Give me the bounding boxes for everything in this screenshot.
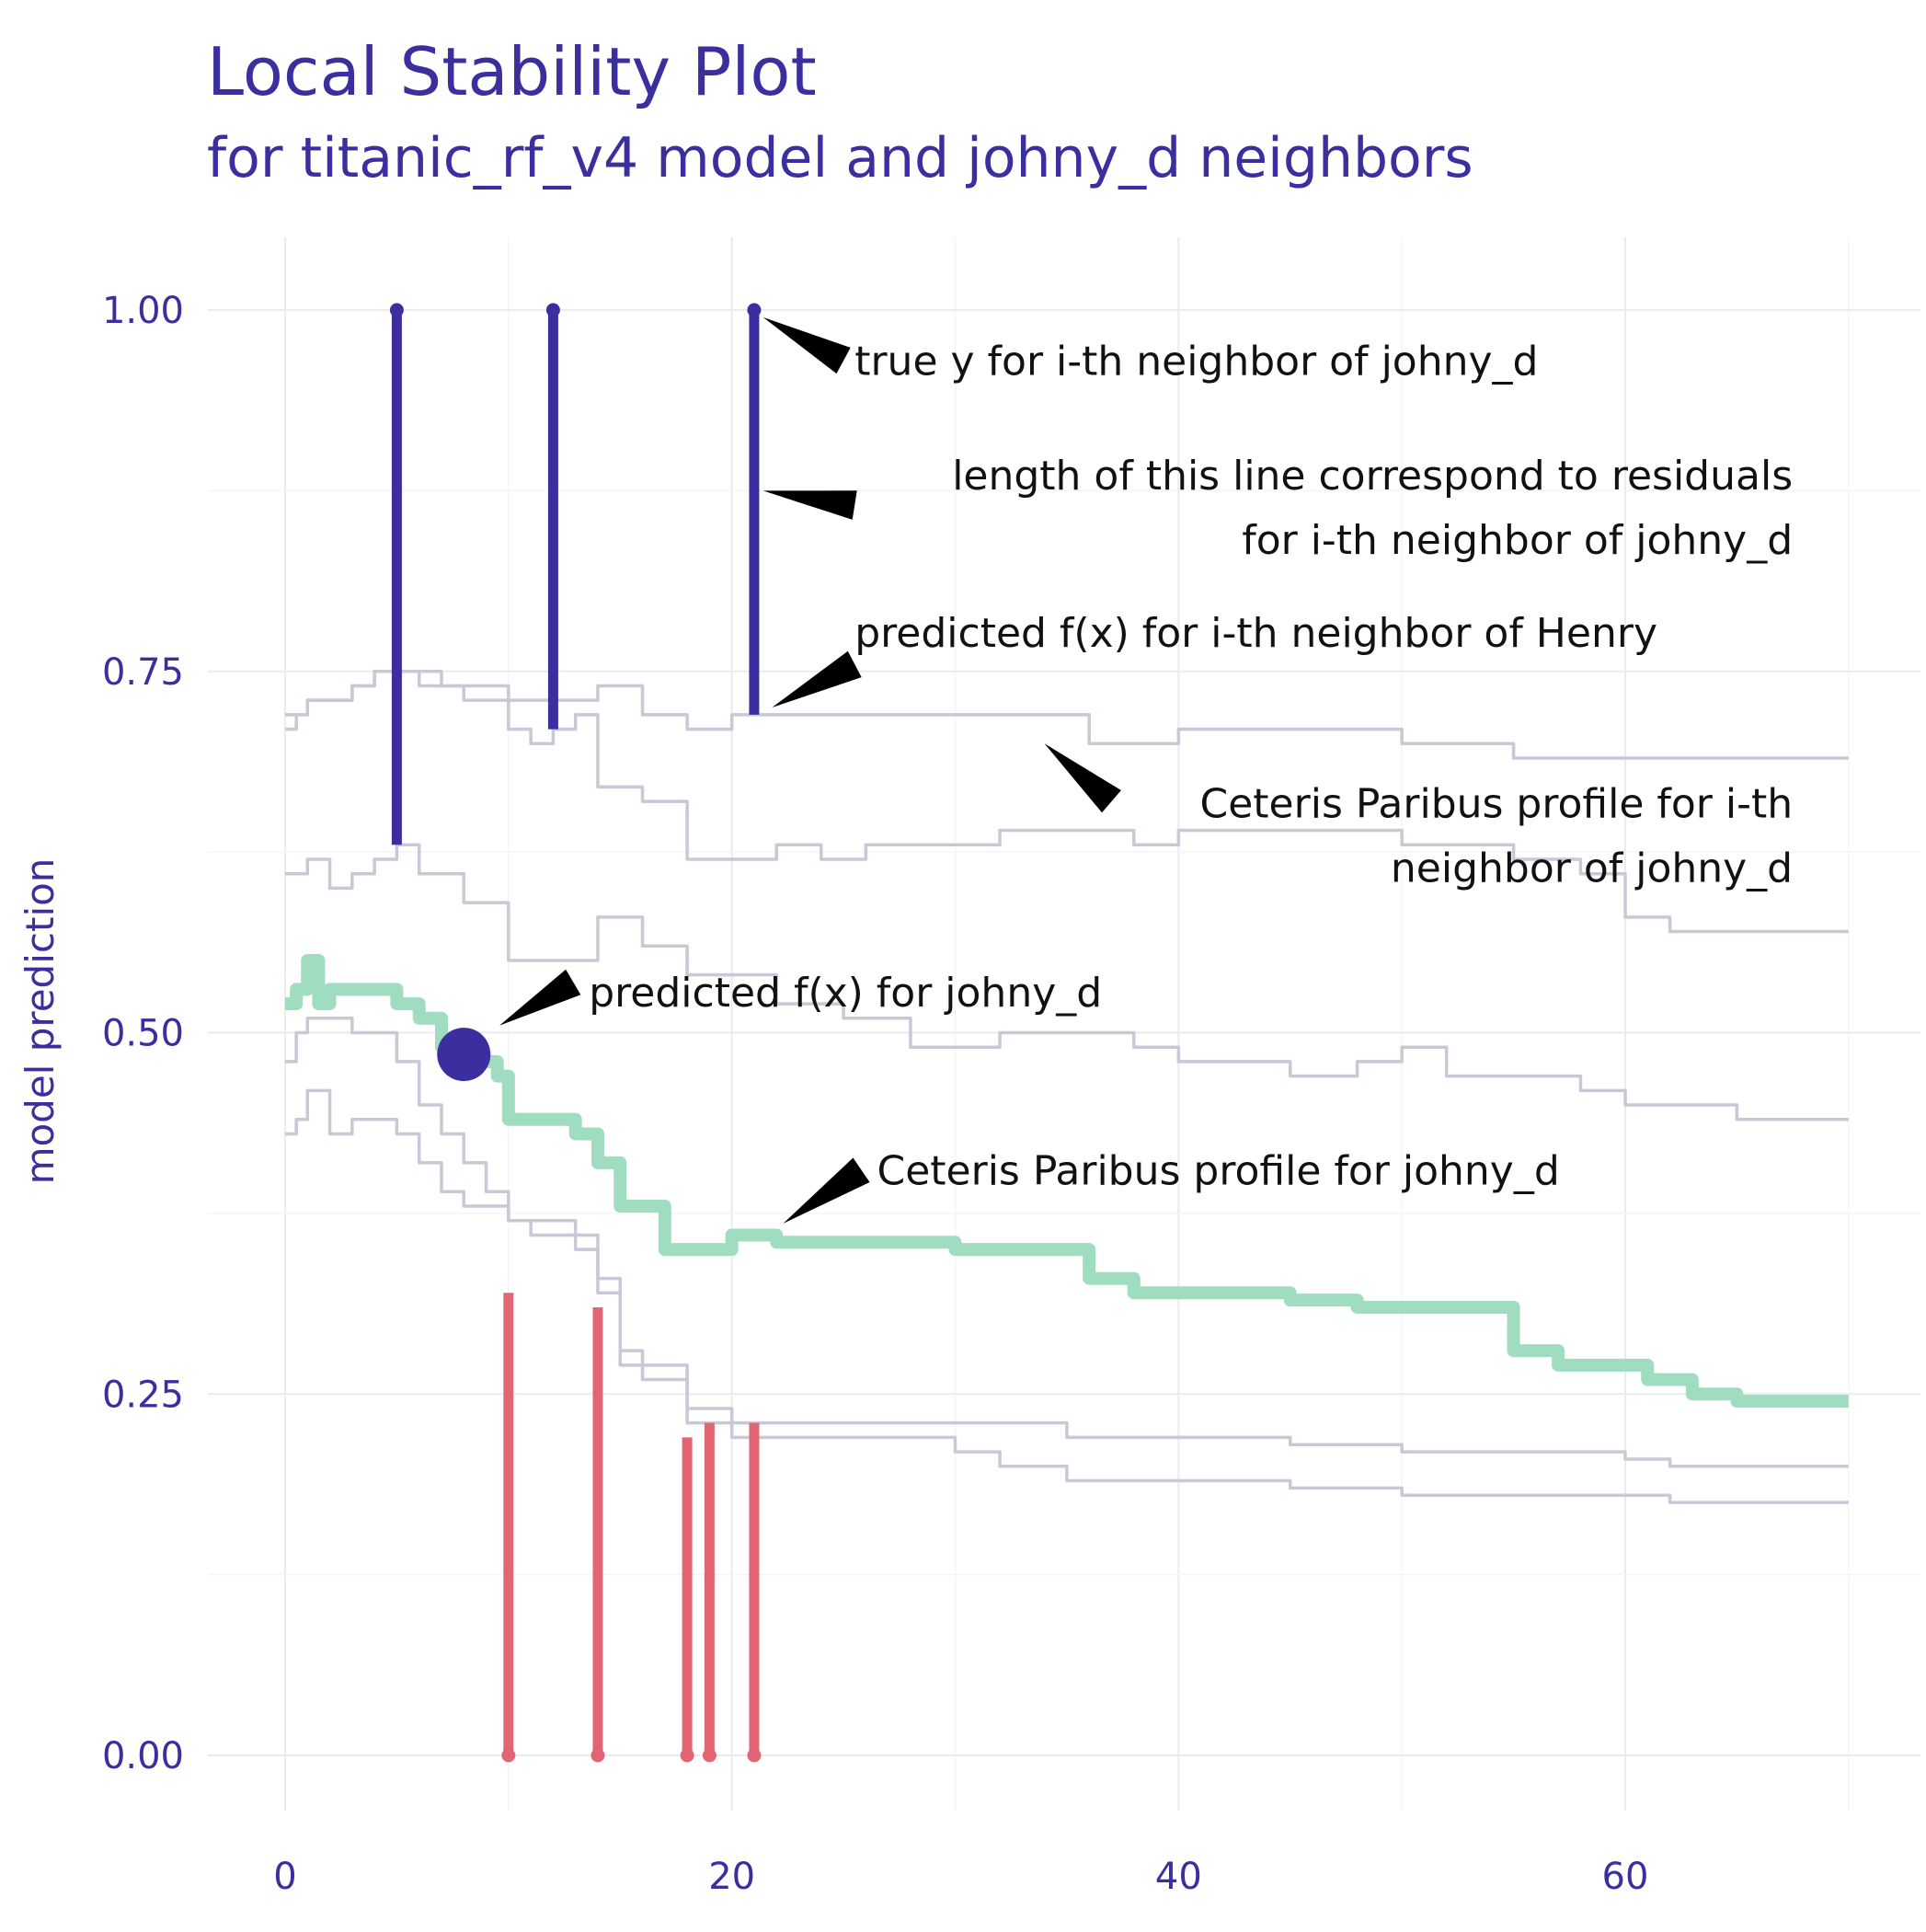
- true-y-point: [545, 303, 560, 317]
- annotation-arrow: [762, 490, 857, 520]
- annotation-line: for i-th neighbor of johny_d: [1242, 517, 1793, 564]
- true-y-point: [680, 1748, 694, 1763]
- observation-group: [437, 1028, 491, 1082]
- y-tick-label: 0.75: [102, 651, 184, 694]
- neighbor-profile-line: [285, 1017, 1849, 1468]
- chart-title: Local Stability Plot: [207, 33, 817, 110]
- true-y-point: [501, 1748, 516, 1763]
- observation-point: [437, 1028, 491, 1082]
- neighbor-profile-line: [285, 670, 1849, 760]
- true-y-point: [702, 1748, 717, 1763]
- x-tick-label: 40: [1155, 1856, 1202, 1898]
- y-tick-label: 0.25: [102, 1374, 184, 1416]
- annotation-arrow: [762, 316, 851, 374]
- y-axis-ticks: 0.00 0.25 0.50 0.75 1.00: [102, 290, 184, 1777]
- annotation-true-y: true y for i-th neighbor of johny_d: [854, 339, 1538, 385]
- annotation-arrow: [1044, 743, 1121, 813]
- y-tick-label: 1.00: [102, 290, 184, 332]
- annotation-cp-johny: Ceteris Paribus profile for johny_d: [877, 1147, 1560, 1194]
- annotation-predicted-neighbor: predicted f(x) for i-th neighbor of Henr…: [854, 610, 1657, 657]
- neighbor-profiles: [285, 670, 1849, 1504]
- annotation-line: true y for i-th neighbor of johny_d: [854, 339, 1538, 385]
- y-tick-label: 0.00: [102, 1735, 184, 1777]
- y-tick-label: 0.50: [102, 1013, 184, 1055]
- neighbor-profile-line: [285, 1088, 1849, 1504]
- true-y-point: [389, 303, 404, 317]
- main-profile-group: [285, 953, 1849, 1409]
- annotation-line: predicted f(x) for johny_d: [589, 970, 1102, 1017]
- true-y-point: [747, 1748, 762, 1763]
- annotation-line: Ceteris Paribus profile for i-th: [1200, 780, 1794, 827]
- annotation-residual-length: length of this line correspond to residu…: [952, 453, 1793, 564]
- annotation-predicted-johny: predicted f(x) for johny_d: [589, 970, 1102, 1017]
- true-y-point: [747, 303, 762, 317]
- annotation-cp-neighbor: Ceteris Paribus profile for i-th neighbor…: [1200, 780, 1794, 891]
- annotation-arrow: [499, 969, 581, 1026]
- main-profile-line: [285, 953, 1849, 1409]
- annotation-arrow: [783, 1157, 870, 1224]
- annotation-line: Ceteris Paribus profile for johny_d: [877, 1147, 1560, 1194]
- annotations: true y for i-th neighbor of johny_dlengt…: [499, 316, 1794, 1224]
- neighbor-profile-line: [285, 843, 1849, 1121]
- y-axis-label: model prediction: [17, 858, 63, 1185]
- x-axis-ticks: 0 20 40 60: [273, 1856, 1648, 1898]
- true-y-point: [590, 1748, 605, 1763]
- annotation-arrow: [772, 650, 862, 708]
- x-tick-label: 60: [1602, 1856, 1649, 1898]
- neighbor-profile-line: [285, 670, 1849, 934]
- residual-lines: [389, 303, 762, 1763]
- annotation-line: neighbor of johny_d: [1391, 845, 1793, 891]
- annotation-line: predicted f(x) for i-th neighbor of Henr…: [854, 610, 1657, 657]
- x-tick-label: 0: [273, 1856, 296, 1898]
- chart-subtitle: for titanic_rf_v4 model and johny_d neig…: [207, 126, 1473, 190]
- x-tick-label: 20: [708, 1856, 755, 1898]
- annotation-line: length of this line correspond to residu…: [952, 453, 1793, 500]
